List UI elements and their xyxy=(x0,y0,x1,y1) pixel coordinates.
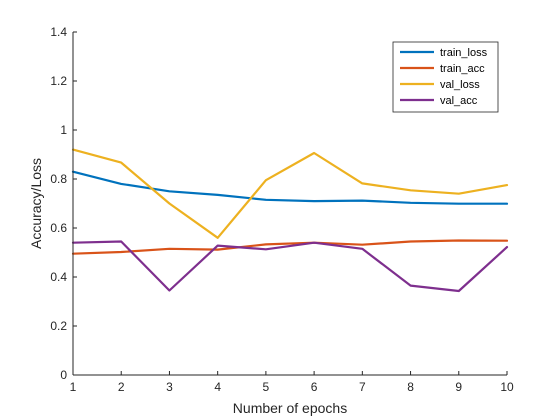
x-tick-label: 5 xyxy=(263,380,270,394)
y-tick-label: 0 xyxy=(60,368,67,382)
x-axis-label: Number of epochs xyxy=(233,400,347,416)
x-tick-label: 6 xyxy=(311,380,318,394)
x-tick-label: 10 xyxy=(500,380,514,394)
x-tick-label: 7 xyxy=(359,380,366,394)
legend-label: train_acc xyxy=(440,63,485,75)
series-line-val-acc xyxy=(71,240,509,293)
x-tick-label: 9 xyxy=(455,380,462,394)
y-axis-label: Accuracy/Loss xyxy=(28,158,44,249)
ticks-layer: 1 2 3 4 5 6 7 8 9 10 0 0.2 0.4 0.6 0.8 1 1.2 1.4 xyxy=(50,25,514,394)
y-tick-label: 0.8 xyxy=(50,172,67,186)
x-tick-label: 2 xyxy=(118,380,125,394)
axes-layer xyxy=(72,32,507,376)
y-tick-label: 1.4 xyxy=(50,25,67,39)
legend-label: train_loss xyxy=(440,47,488,59)
legend: train_loss train_acc val_loss val_acc xyxy=(392,41,499,113)
y-tick-label: 0.6 xyxy=(50,221,67,235)
series-layer xyxy=(71,148,509,293)
y-tick-label: 1 xyxy=(60,123,67,137)
y-tick-label: 0.2 xyxy=(50,319,67,333)
y-tick-label: 0.4 xyxy=(50,270,67,284)
x-tick-label: 8 xyxy=(407,380,414,394)
series-line-train-loss xyxy=(71,170,509,205)
x-tick-label: 4 xyxy=(214,380,221,394)
x-tick-label: 3 xyxy=(166,380,173,394)
y-tick-label: 1.2 xyxy=(50,74,67,88)
series-line-train-acc xyxy=(71,239,509,255)
series-line-val-loss xyxy=(71,148,509,239)
legend-label: val_loss xyxy=(440,79,480,91)
legend-label: val_acc xyxy=(440,95,478,107)
x-tick-label: 1 xyxy=(70,380,77,394)
